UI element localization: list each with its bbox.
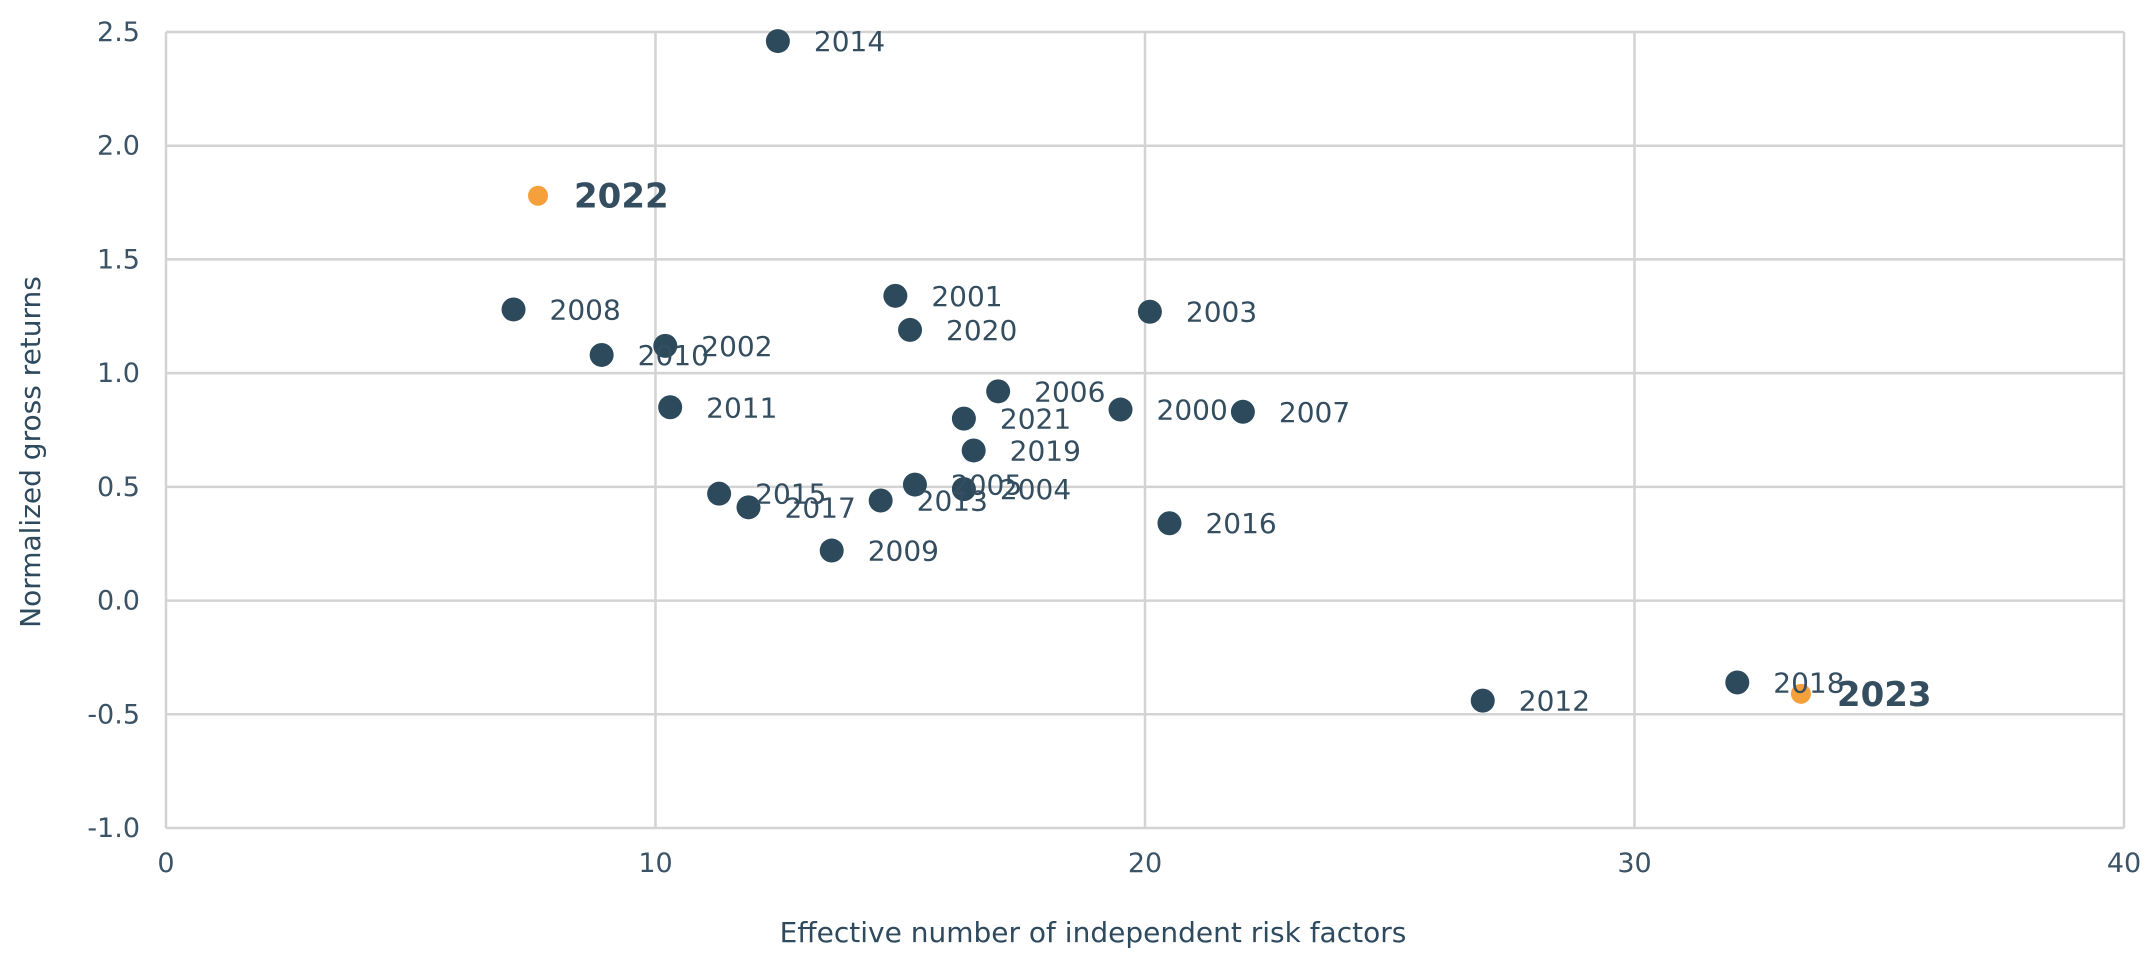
x-axis-title: Effective number of independent risk fac… — [780, 916, 1407, 949]
data-point-2008 — [501, 297, 526, 322]
x-tick-label: 20 — [1128, 848, 1162, 879]
data-point-2003 — [1137, 299, 1162, 324]
data-label-2006: 2006 — [1034, 375, 1105, 408]
data-point-2007 — [1230, 399, 1255, 424]
data-point-2012 — [1470, 688, 1495, 713]
data-point-2000 — [1108, 397, 1133, 422]
data-label-2004: 2004 — [1000, 473, 1071, 506]
data-points — [501, 29, 1811, 713]
data-label-2023: 2023 — [1837, 675, 1932, 715]
data-point-2023 — [1790, 683, 1811, 704]
data-point-2014 — [765, 29, 790, 54]
y-tick-label: 0.0 — [97, 586, 140, 617]
data-point-2006 — [986, 379, 1011, 404]
data-point-2010 — [589, 342, 614, 367]
data-label-2000: 2000 — [1157, 394, 1228, 427]
data-label-2001: 2001 — [931, 280, 1002, 313]
y-tick-label: 0.5 — [97, 472, 140, 503]
data-point-2017 — [736, 495, 761, 520]
data-point-2022 — [528, 185, 549, 206]
y-tick-label: 1.5 — [97, 244, 140, 275]
data-label-2008: 2008 — [550, 293, 621, 326]
y-tick-label: 2.0 — [97, 131, 140, 162]
tick-labels: -1.0 -0.5 0.0 0.5 1.0 1.5 2.0 2.5 0 10 20 30 40 — [87, 17, 2141, 879]
x-tick-label: 10 — [638, 848, 672, 879]
grid — [164, 30, 2126, 830]
data-point-2005 — [902, 472, 927, 497]
data-point-2021 — [951, 406, 976, 431]
x-tick-label: 40 — [2107, 848, 2141, 879]
y-tick-label: 2.5 — [97, 17, 140, 48]
y-tick-label: -1.0 — [87, 813, 140, 844]
data-point-2009 — [819, 538, 844, 563]
data-point-2004 — [951, 477, 976, 502]
data-label-2015: 2015 — [755, 478, 826, 511]
data-label-2019: 2019 — [1010, 434, 1081, 467]
data-point-2002 — [653, 333, 678, 358]
data-point-2016 — [1157, 511, 1182, 536]
data-point-2020 — [898, 317, 923, 342]
data-label-2003: 2003 — [1186, 296, 1257, 329]
data-label-2021: 2021 — [1000, 403, 1071, 436]
data-label-2011: 2011 — [706, 391, 777, 424]
data-label-2018: 2018 — [1773, 666, 1844, 699]
data-label-2005: 2005 — [951, 469, 1022, 502]
data-label-2007: 2007 — [1279, 396, 1350, 429]
data-label-2009: 2009 — [868, 535, 939, 568]
data-point-2013 — [868, 488, 893, 513]
y-axis-title: Normalized gross returns — [14, 276, 47, 628]
data-label-2022: 2022 — [574, 177, 669, 217]
data-label-2012: 2012 — [1519, 685, 1590, 718]
data-point-2018 — [1725, 670, 1750, 695]
x-tick-label: 0 — [157, 848, 174, 879]
x-tick-label: 30 — [1617, 848, 1651, 879]
data-label-2014: 2014 — [814, 25, 885, 58]
data-point-2001 — [883, 283, 908, 308]
data-label-2017: 2017 — [785, 491, 856, 524]
data-label-2010: 2010 — [638, 339, 709, 372]
data-point-2015 — [707, 481, 732, 506]
y-tick-label: -0.5 — [87, 699, 140, 730]
data-point-2019 — [961, 438, 986, 463]
y-tick-label: 1.0 — [97, 358, 140, 389]
data-label-2016: 2016 — [1205, 507, 1276, 540]
data-label-2002: 2002 — [701, 330, 772, 363]
data-label-2013: 2013 — [917, 485, 988, 518]
data-point-2011 — [658, 395, 683, 420]
data-label-2020: 2020 — [946, 314, 1017, 347]
